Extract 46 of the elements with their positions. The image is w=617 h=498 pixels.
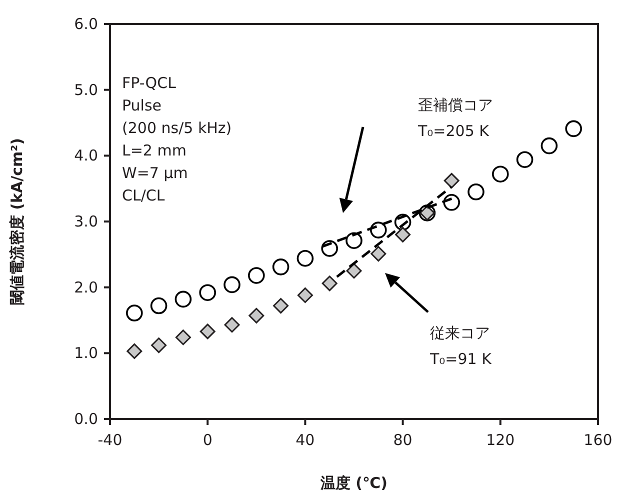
point — [248, 267, 265, 284]
point — [224, 276, 240, 294]
point — [370, 222, 387, 238]
point — [346, 263, 362, 279]
x-tick-label: -40 — [98, 431, 122, 449]
x-tick-label: 160 — [584, 431, 612, 449]
point — [126, 304, 143, 322]
point — [444, 172, 460, 188]
point — [565, 120, 582, 138]
annotation: FP-QCL Pulse (200 ns/5 kHz) L=2 mm W=7 µm CL/CL — [122, 74, 232, 204]
point — [175, 330, 191, 346]
point — [272, 258, 290, 276]
point — [297, 287, 313, 303]
point — [273, 298, 289, 314]
x-tick-label: 120 — [486, 431, 515, 449]
y-tick-label: 5.0 — [74, 80, 98, 99]
y-tick-label: 0.0 — [74, 410, 98, 428]
x-tick-label: 40 — [296, 431, 315, 449]
y-tick-label: 6.0 — [74, 15, 98, 33]
point — [346, 232, 362, 249]
annotation: 従来コア T₀=91 K — [429, 324, 493, 368]
y-tick-label: 3.0 — [74, 212, 98, 230]
point — [395, 226, 411, 242]
x-axis-title: 温度 (℃) — [319, 474, 388, 492]
y-tick-label: 1.0 — [74, 344, 98, 362]
point — [322, 276, 338, 292]
x-tick-label: 80 — [393, 431, 412, 449]
annotation: 歪補償コア T₀=205 K — [417, 96, 493, 140]
point — [370, 246, 386, 262]
point — [224, 317, 240, 333]
point — [126, 343, 142, 359]
point — [200, 324, 216, 340]
point — [296, 250, 314, 267]
x-tick-label: 0 — [202, 431, 212, 449]
y-axis-title: 閾値電流密度 (kA/cm²) — [8, 138, 26, 306]
point — [492, 166, 509, 182]
point — [248, 308, 264, 324]
point — [516, 151, 534, 168]
point — [199, 284, 216, 301]
point — [151, 338, 167, 354]
point — [468, 183, 484, 200]
point — [540, 137, 558, 154]
point — [150, 297, 168, 314]
point — [174, 290, 192, 308]
y-tick-label: 4.0 — [74, 146, 98, 165]
y-tick-label: 2.0 — [74, 278, 98, 296]
